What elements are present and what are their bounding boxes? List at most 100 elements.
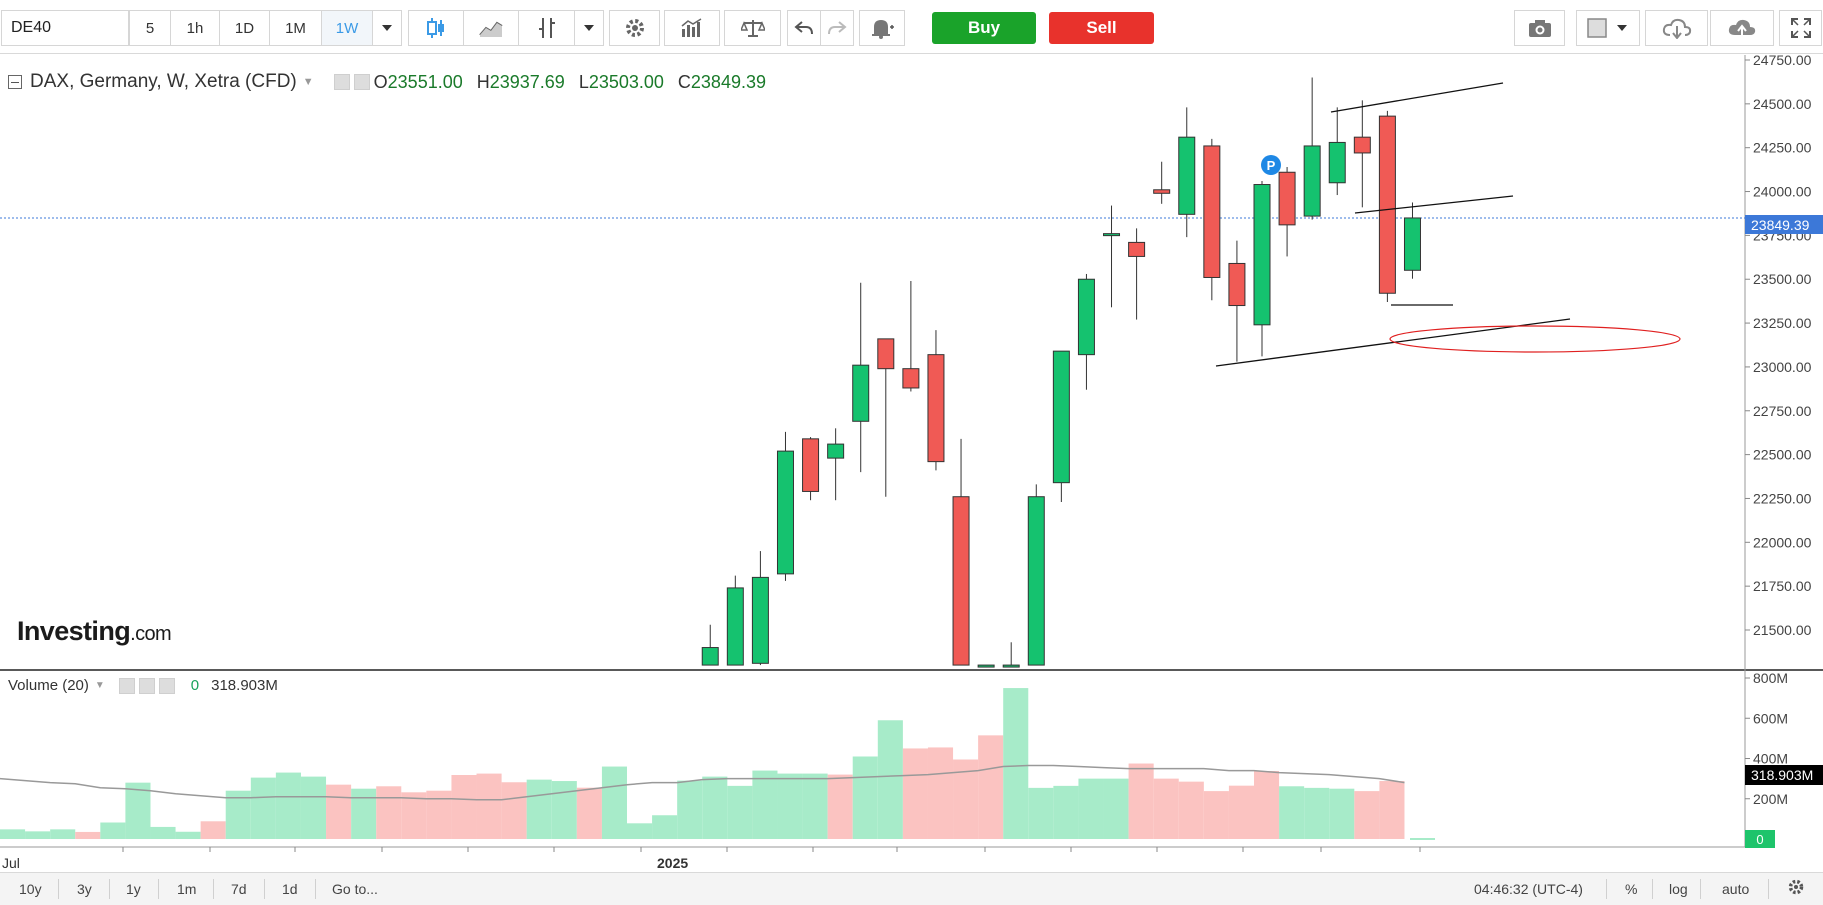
cloud-download-icon [1662, 18, 1691, 39]
candle-down [952, 496, 970, 666]
chart-legend: DAX, Germany, W, Xetra (CFD) ▼ O23551.00… [8, 70, 780, 94]
symbol-input[interactable]: DE40 [1, 10, 129, 46]
candles-icon [427, 18, 444, 38]
log-scale-button[interactable]: log [1669, 881, 1688, 897]
candle-up [726, 587, 744, 666]
settings-icon[interactable] [138, 677, 155, 694]
drawings: P [1215, 82, 1681, 367]
high-value: H23937.69 [476, 71, 565, 92]
volume-bar [677, 780, 703, 839]
volume-zero-value: 0 [190, 677, 200, 694]
line-chart-button[interactable] [463, 10, 519, 46]
range-7d-button[interactable]: 7d [231, 881, 247, 897]
upper-channel-line [1330, 82, 1504, 113]
candles-button[interactable] [408, 10, 464, 46]
candle-up [1103, 233, 1121, 237]
candle-down [1228, 262, 1246, 307]
bottom-bar: 10y 3y 1y 1m 7d 1d Go to... 04:46:32 (UT… [0, 872, 1823, 905]
volume-bar [401, 792, 427, 839]
candle-down [1378, 115, 1396, 294]
compare-button[interactable] [724, 10, 781, 46]
volume-bar [827, 774, 853, 839]
studies-button[interactable] [664, 10, 720, 46]
volume-tick-label: 800M [1753, 670, 1788, 686]
range-1m-button[interactable]: 1m [177, 881, 197, 897]
hide-icon[interactable] [118, 677, 135, 694]
price-chart[interactable]: 24750.0024500.0024250.0024000.0023750.00… [0, 55, 1823, 872]
settings-icon[interactable] [353, 74, 370, 90]
volume-bar [1228, 785, 1254, 839]
volume-bar [927, 747, 954, 839]
fullscreen-button[interactable] [1779, 10, 1822, 46]
indicators-button[interactable] [518, 10, 575, 46]
separator [1768, 879, 1769, 899]
candle-up [751, 576, 769, 664]
candle-down [1353, 136, 1371, 154]
volume-bar [200, 821, 226, 839]
gear-icon [625, 19, 644, 37]
range-10y-button[interactable]: 10y [19, 881, 42, 897]
settings-button[interactable] [609, 10, 660, 46]
time-label-2025: 2025 [657, 855, 689, 871]
range-1d-button[interactable]: 1d [282, 881, 298, 897]
volume-bar [852, 756, 878, 839]
load-layout-button[interactable] [1645, 10, 1708, 46]
interval-1h-button[interactable]: 1h [170, 10, 220, 46]
buy-button[interactable]: Buy [932, 12, 1036, 44]
volume-bar [326, 784, 352, 839]
separator [315, 879, 316, 899]
volume-bar [702, 776, 728, 839]
color-theme-button[interactable] [1576, 10, 1640, 46]
indicator-icon [538, 18, 555, 38]
candle-up [1002, 664, 1020, 668]
alert-button[interactable] [859, 10, 905, 46]
hide-icon[interactable] [333, 74, 350, 90]
range-1y-button[interactable]: 1y [126, 881, 141, 897]
volume-bar [1178, 781, 1204, 839]
volume-bar [250, 777, 276, 839]
candle-up [977, 664, 995, 668]
interval-1m-button[interactable]: 1M [269, 10, 322, 46]
redo-button[interactable] [820, 10, 854, 46]
candle-down [902, 368, 920, 389]
line-chart-icon [479, 21, 503, 37]
volume-bars [0, 688, 1435, 840]
volume-value: 318.903M [211, 677, 278, 694]
volume-ma-line [0, 764, 1405, 801]
volume-bar [351, 788, 377, 839]
undo-button[interactable] [787, 10, 821, 46]
volume-bar [150, 826, 176, 839]
candle-up [1178, 136, 1196, 215]
candle-down [927, 354, 945, 463]
sell-button[interactable]: Sell [1049, 12, 1154, 44]
candle-up [1303, 145, 1321, 217]
indicators-dropdown-button[interactable] [574, 10, 604, 46]
volume-bar [1028, 787, 1054, 839]
interval-1w-button[interactable]: 1W [321, 10, 373, 46]
pivot-marker-label: P [1267, 158, 1276, 173]
range-3y-button[interactable]: 3y [77, 881, 92, 897]
price-tick-label: 22500.00 [1753, 447, 1812, 463]
save-layout-button[interactable] [1710, 10, 1774, 46]
pivot-marker [1261, 155, 1281, 175]
candle-down [1278, 171, 1296, 226]
candle-up [776, 450, 794, 575]
chevron-down-icon[interactable]: ▼ [94, 680, 105, 691]
chevron-down-icon[interactable]: ▼ [302, 76, 314, 88]
auto-scale-button[interactable]: auto [1722, 881, 1750, 897]
interval-1d-button[interactable]: 1D [219, 10, 270, 46]
collapse-legend-button[interactable] [8, 75, 22, 89]
screenshot-button[interactable] [1514, 10, 1565, 46]
volume-bar [50, 829, 76, 839]
candle-up [1027, 496, 1045, 666]
volume-bar [125, 782, 151, 839]
volume-bar [802, 773, 828, 839]
close-icon[interactable] [158, 677, 175, 694]
chart-settings-button[interactable] [1787, 878, 1805, 899]
volume-bar [752, 770, 778, 839]
interval-5-button[interactable]: 5 [129, 10, 171, 46]
interval-dropdown-button[interactable] [372, 10, 402, 46]
goto-date-button[interactable]: Go to... [332, 881, 378, 897]
volume-ma-tag: 318.903M [1745, 765, 1823, 785]
percent-scale-button[interactable]: % [1625, 881, 1638, 897]
